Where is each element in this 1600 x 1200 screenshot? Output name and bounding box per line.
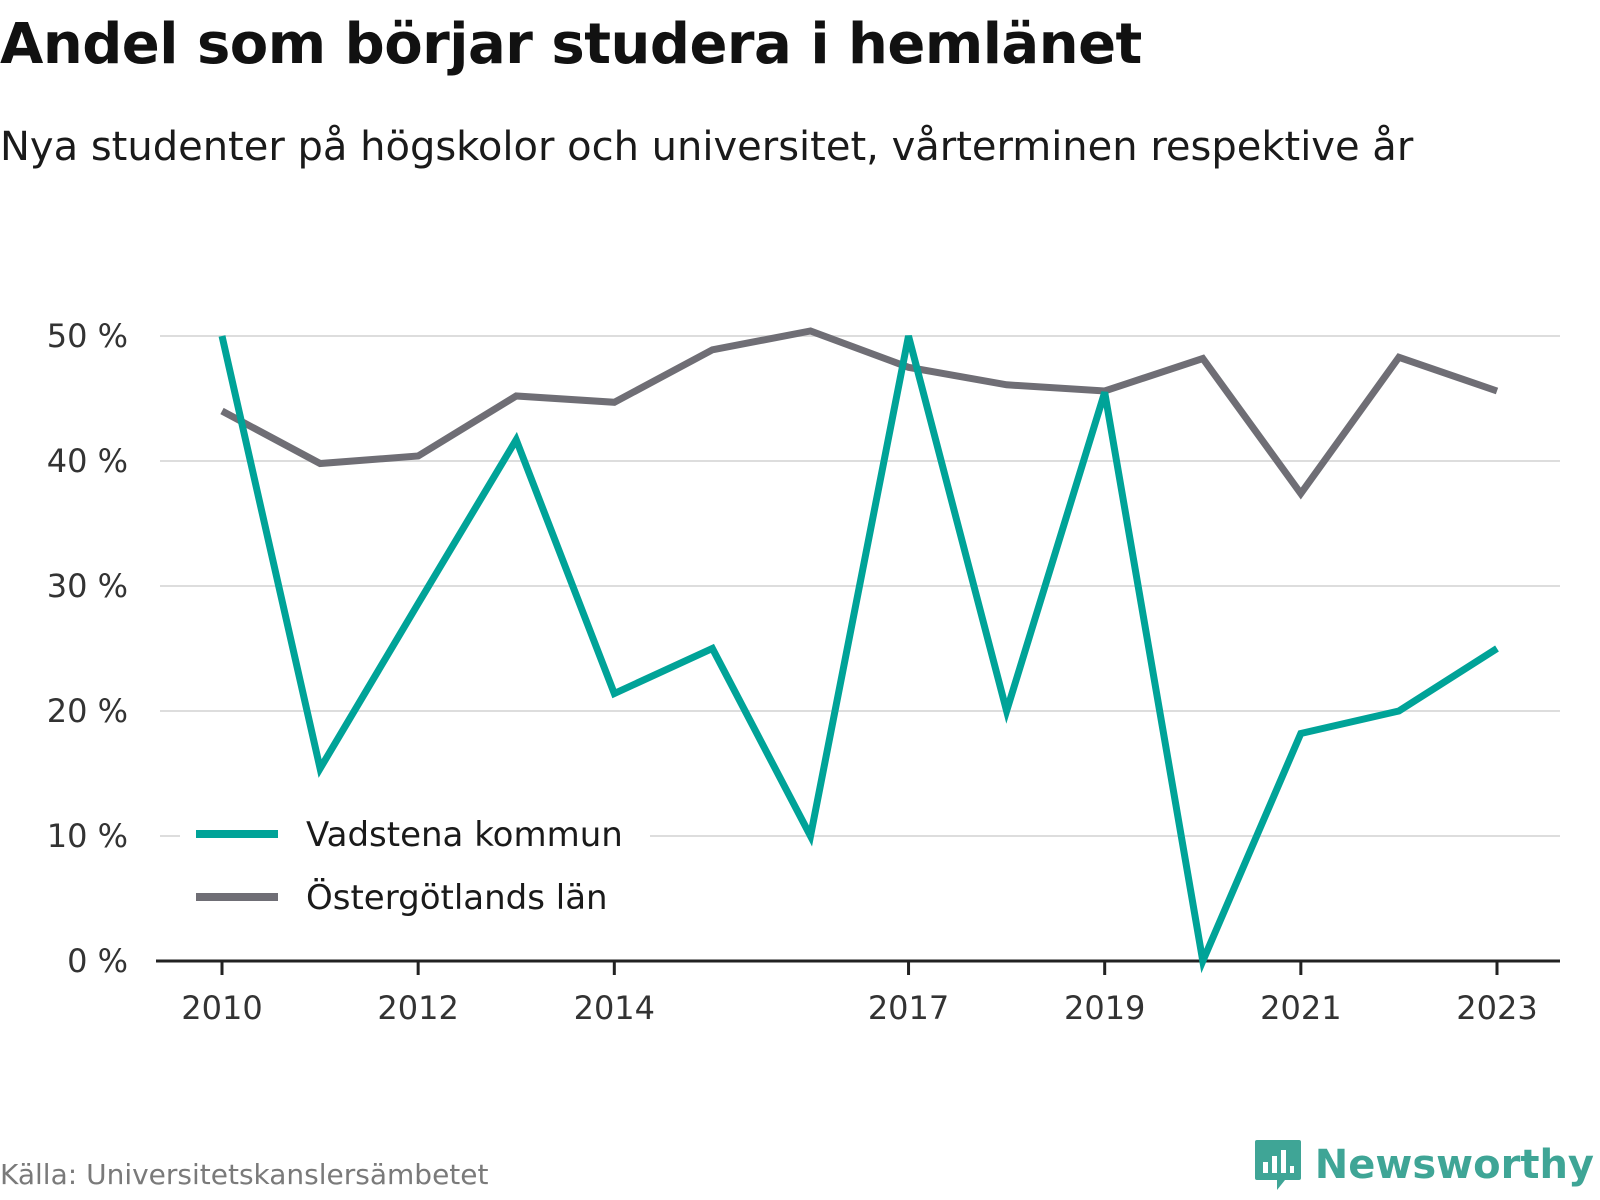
y-tick-label: 20 %: [47, 692, 128, 730]
legend-label: Vadstena kommun: [306, 815, 623, 855]
y-tick-label: 50 %: [47, 317, 128, 355]
x-tick-label: 2017: [868, 989, 949, 1027]
legend: Vadstena kommun Östergötlands län: [180, 800, 650, 930]
x-tick-label: 2012: [377, 989, 458, 1027]
x-tick-label: 2023: [1456, 989, 1537, 1027]
y-tick-label: 0 %: [67, 942, 128, 980]
series-lines: [218, 327, 1499, 974]
x-axis-tick-labels: 2010 2012 2014 2017 2019 2021 2023: [181, 989, 1537, 1027]
brand-name: Newsworthy: [1314, 1142, 1594, 1188]
y-tick-label: 40 %: [47, 442, 128, 480]
newsworthy-logo-icon: [1254, 1140, 1301, 1190]
legend-background: [180, 800, 650, 930]
y-axis-tick-labels: 0 % 10 % 20 % 30 % 40 % 50 %: [47, 317, 128, 980]
x-tick-label: 2021: [1260, 989, 1341, 1027]
x-tick-label: 2010: [181, 989, 262, 1027]
y-tick-label: 30 %: [47, 567, 128, 605]
series-line: [220, 327, 1499, 500]
chart-title: Andel som börjar studera i hemlänet: [0, 12, 1142, 77]
x-tick-label: 2019: [1064, 989, 1145, 1027]
source-note: Källa: Universitetskanslersämbetet: [0, 1158, 489, 1191]
series-line: [218, 335, 1499, 974]
x-axis: [156, 959, 1560, 975]
y-tick-label: 10 %: [47, 817, 128, 855]
x-tick-label: 2014: [574, 989, 655, 1027]
chart-subtitle: Nya studenter på högskolor och universit…: [0, 124, 1414, 170]
legend-label: Östergötlands län: [306, 877, 608, 918]
brand-logo: Newsworthy: [1253, 1138, 1594, 1192]
